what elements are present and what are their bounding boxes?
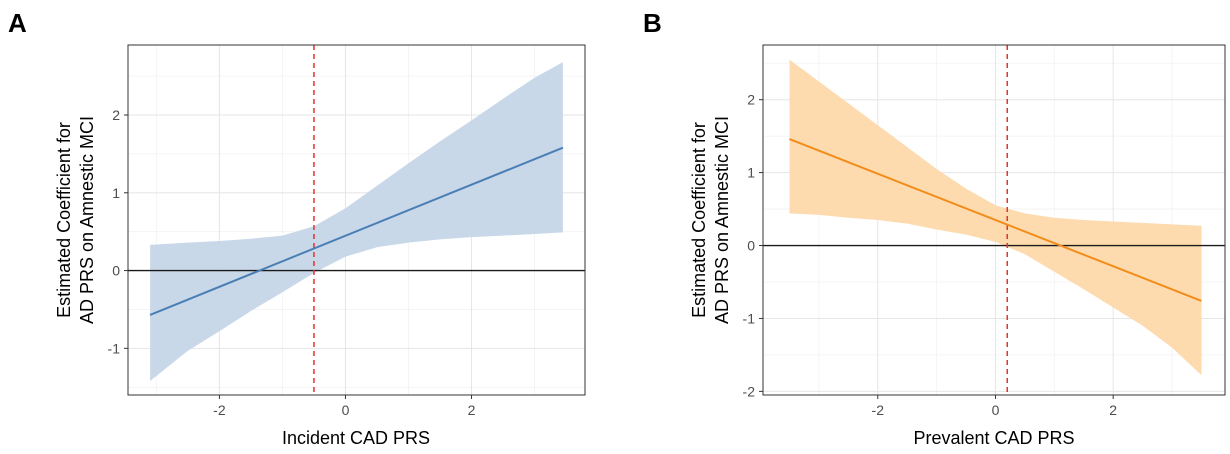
panel-b-y-axis-title-line1: Estimated Coefficient for: [689, 122, 709, 318]
panel-a-y-tick-label: 0: [112, 263, 120, 279]
panel-b-y-tick-label: -2: [743, 383, 756, 399]
panel-a-x-tick-label: 0: [342, 402, 350, 418]
panel-a-confidence-band: [150, 62, 563, 381]
panel-b-x-axis-title: Prevalent CAD PRS: [913, 428, 1074, 448]
panel-b-x-tick-label: -2: [872, 402, 885, 418]
panel-a-x-ticks: -2 0 2: [213, 395, 476, 418]
panel-b-x-tick-label: 2: [1109, 402, 1117, 418]
panel-a-estimate-line: [149, 146, 564, 316]
panel-a-y-tick-label: -1: [108, 340, 121, 356]
panel-a-y-ticks: -1 0 1 2: [108, 107, 128, 356]
panel-a-x-tick-label: 2: [468, 402, 476, 418]
panel-a-x-tick-label: -2: [213, 402, 226, 418]
panel-b-x-ticks: -2 0 2: [872, 395, 1117, 418]
panel-b-plot-frame: [762, 44, 1226, 396]
panel-b-y-ticks: -2 -1 0 1 2: [743, 92, 763, 399]
panel-b-letter: B: [643, 8, 662, 38]
panel-b-y-tick-label: 2: [747, 92, 755, 108]
panel-b-y-tick-label: -1: [743, 310, 756, 326]
panel-b-confidence-band: [789, 59, 1202, 376]
panel-b-x-tick-label: 0: [992, 402, 1000, 418]
panel-a-y-axis-title-line1: Estimated Coefficient for: [54, 122, 74, 318]
panel-a-y-axis-title-line2: AD PRS on Amnestic MCI: [77, 116, 97, 324]
panel-a-letter: A: [8, 8, 27, 38]
panel-a-y-tick-label: 2: [112, 107, 120, 123]
panel-a: A -2 0 2 -1 0 1 2 Incident CAD PRS Estimated …: [8, 8, 586, 448]
panel-b-y-tick-label: 0: [747, 238, 755, 254]
panel-a-x-axis-title: Incident CAD PRS: [282, 428, 430, 448]
panel-b-y-axis-title-line2: AD PRS on Amnestic MCI: [712, 116, 732, 324]
panel-a-y-tick-label: 1: [112, 185, 120, 201]
panel-b-estimate-line: [789, 138, 1202, 302]
panel-b: B -2 0 2 -2 -1 0 1 2 Prevalent CAD PRS Estimat…: [643, 8, 1226, 448]
panel-a-plot-frame: [127, 44, 586, 396]
panel-b-y-tick-label: 1: [747, 165, 755, 181]
